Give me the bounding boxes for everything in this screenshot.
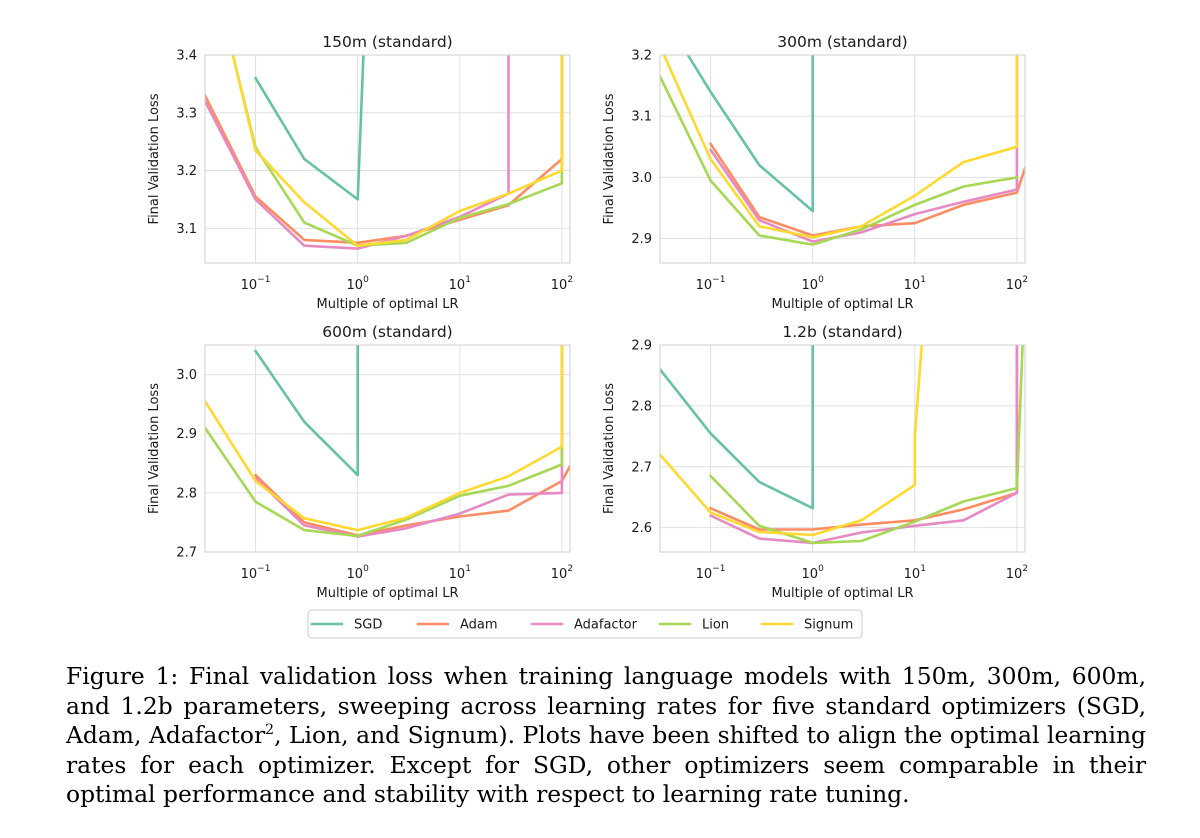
series-line-signum — [205, 345, 564, 532]
series-group — [205, 55, 564, 250]
x-tick-label: 102 — [551, 564, 573, 582]
y-tick-label: 2.8 — [176, 486, 197, 501]
series-line-adam — [709, 142, 1025, 237]
series-line-adafactor — [709, 55, 1019, 243]
subplot-1: 3.1 3.2 3.3 3.4 10−1 100 101 102 150m (standard)… — [147, 33, 573, 312]
subplot-title: 150m (standard) — [322, 33, 452, 51]
subplot-title: 600m (standard) — [322, 323, 452, 341]
x-axis-label: Multiple of optimal LR — [772, 297, 914, 312]
legend-entry-adam: Adam — [416, 618, 498, 633]
y-tick-label: 3.0 — [176, 368, 197, 383]
x-tick-label: 100 — [802, 275, 825, 293]
y-tick-label: 3.1 — [176, 222, 197, 237]
series-line-sgd — [254, 55, 365, 201]
x-tick-label: 101 — [449, 275, 471, 293]
series-line-lion — [660, 75, 1019, 246]
y-tick-label: 2.9 — [631, 339, 652, 354]
x-axis-label: Multiple of optimal LR — [317, 297, 459, 312]
x-tick-label: 10−1 — [696, 275, 726, 293]
figure: SGD Adam Adafactor Lion Signum 3.1 3.2 3.3 3.4 1… — [147, 33, 1028, 639]
series-line-sgd — [686, 55, 815, 213]
y-tick-label: 3.2 — [176, 164, 197, 179]
caption-footnote-mark: 2 — [265, 722, 275, 739]
x-tick-label: 102 — [1006, 564, 1028, 582]
series-line-sgd — [254, 345, 360, 477]
y-axis-label: Final Validation Loss — [602, 383, 617, 514]
series-line-signum — [231, 55, 564, 247]
plot-frame — [659, 344, 1026, 553]
legend-label: Signum — [804, 618, 853, 633]
y-tick-label: 3.3 — [176, 106, 197, 121]
subplot-title: 300m (standard) — [777, 33, 907, 51]
y-tick-label: 2.6 — [631, 521, 652, 536]
x-tick-label: 101 — [449, 564, 471, 582]
y-axis-label: Final Validation Loss — [147, 93, 162, 224]
legend-label: SGD — [354, 618, 382, 633]
y-tick-label: 3.4 — [176, 49, 197, 64]
subplot-3: 2.7 2.8 2.9 3.0 10−1 100 101 102 600m (standard)… — [147, 323, 573, 601]
y-axis-label: Final Validation Loss — [147, 383, 162, 514]
series-line-signum — [660, 345, 924, 537]
subplot-4: 2.6 2.7 2.8 2.9 10−1 100 101 102 1.2b (standard)… — [602, 323, 1028, 601]
x-tick-label: 102 — [1006, 275, 1028, 293]
legend: SGD Adam Adafactor Lion Signum — [307, 609, 863, 639]
x-tick-label: 101 — [904, 564, 926, 582]
legend-entry-lion: Lion — [658, 618, 729, 633]
plot-frame — [204, 54, 571, 264]
legend-entry-sgd: SGD — [310, 618, 382, 633]
series-line-lion — [709, 345, 1024, 545]
legend-entry-adafactor: Adafactor — [530, 618, 638, 633]
x-axis-label: Multiple of optimal LR — [317, 586, 459, 601]
x-tick-label: 10−1 — [241, 564, 271, 582]
y-tick-label: 3.2 — [631, 49, 652, 64]
y-tick-label: 3.0 — [631, 171, 652, 186]
legend-label: Adafactor — [574, 618, 638, 633]
x-tick-label: 100 — [802, 564, 825, 582]
figure-caption: Figure 1: Final validation loss when tra… — [66, 662, 1146, 810]
y-tick-label: 2.9 — [631, 232, 652, 247]
x-tick-label: 101 — [904, 275, 926, 293]
series-group — [660, 55, 1025, 246]
legend-label: Adam — [460, 618, 498, 633]
plot-frame — [659, 54, 1026, 264]
y-tick-label: 2.7 — [631, 460, 652, 475]
plot-area — [660, 345, 1025, 552]
caption-text-main: Figure 1: Final validation loss when tra… — [66, 662, 1146, 749]
y-axis-label: Final Validation Loss — [602, 93, 617, 224]
series-group — [205, 345, 570, 538]
subplot-title: 1.2b (standard) — [782, 323, 902, 341]
series-line-lion — [231, 55, 564, 247]
subplot-2: 2.9 3.0 3.1 3.2 10−1 100 101 102 300m (standard)… — [602, 33, 1028, 312]
x-axis-label: Multiple of optimal LR — [772, 586, 914, 601]
series-line-adafactor — [254, 345, 564, 538]
plot-area — [205, 345, 570, 552]
series-line-lion — [205, 345, 564, 538]
plot-frame — [204, 344, 571, 553]
legend-entry-signum: Signum — [760, 618, 853, 633]
x-tick-label: 102 — [551, 275, 573, 293]
y-tick-label: 2.8 — [631, 399, 652, 414]
y-tick-label: 2.9 — [176, 427, 197, 442]
caption-text-rest: , Lion, and Signum). Plots have been shi… — [66, 721, 1146, 808]
series-line-signum — [662, 55, 1019, 239]
legend-frame — [307, 609, 863, 639]
series-line-sgd — [660, 345, 815, 510]
x-tick-label: 10−1 — [696, 564, 726, 582]
legend-label: Lion — [702, 618, 729, 633]
series-line-adafactor — [709, 345, 1019, 545]
x-tick-label: 100 — [347, 275, 370, 293]
x-tick-label: 100 — [347, 564, 370, 582]
x-tick-label: 10−1 — [241, 275, 271, 293]
series-group — [660, 345, 1024, 545]
y-tick-label: 2.7 — [176, 546, 197, 561]
y-tick-label: 3.1 — [631, 110, 652, 125]
